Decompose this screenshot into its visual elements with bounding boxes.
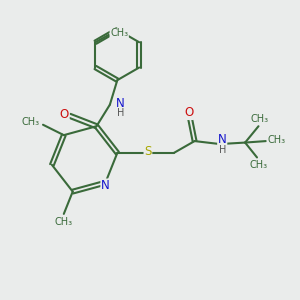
Text: S: S	[144, 145, 152, 158]
Text: H: H	[218, 145, 226, 155]
Text: N: N	[116, 97, 125, 110]
Text: CH₃: CH₃	[54, 217, 72, 227]
Text: CH₃: CH₃	[249, 160, 268, 170]
Text: H: H	[117, 108, 124, 118]
Text: CH₃: CH₃	[267, 135, 285, 145]
Text: O: O	[184, 106, 193, 119]
Text: O: O	[60, 108, 69, 121]
Text: CH₃: CH₃	[110, 28, 128, 38]
Text: CH₃: CH₃	[22, 117, 40, 127]
Text: CH₃: CH₃	[251, 114, 269, 124]
Text: N: N	[101, 179, 110, 192]
Text: N: N	[218, 133, 226, 146]
